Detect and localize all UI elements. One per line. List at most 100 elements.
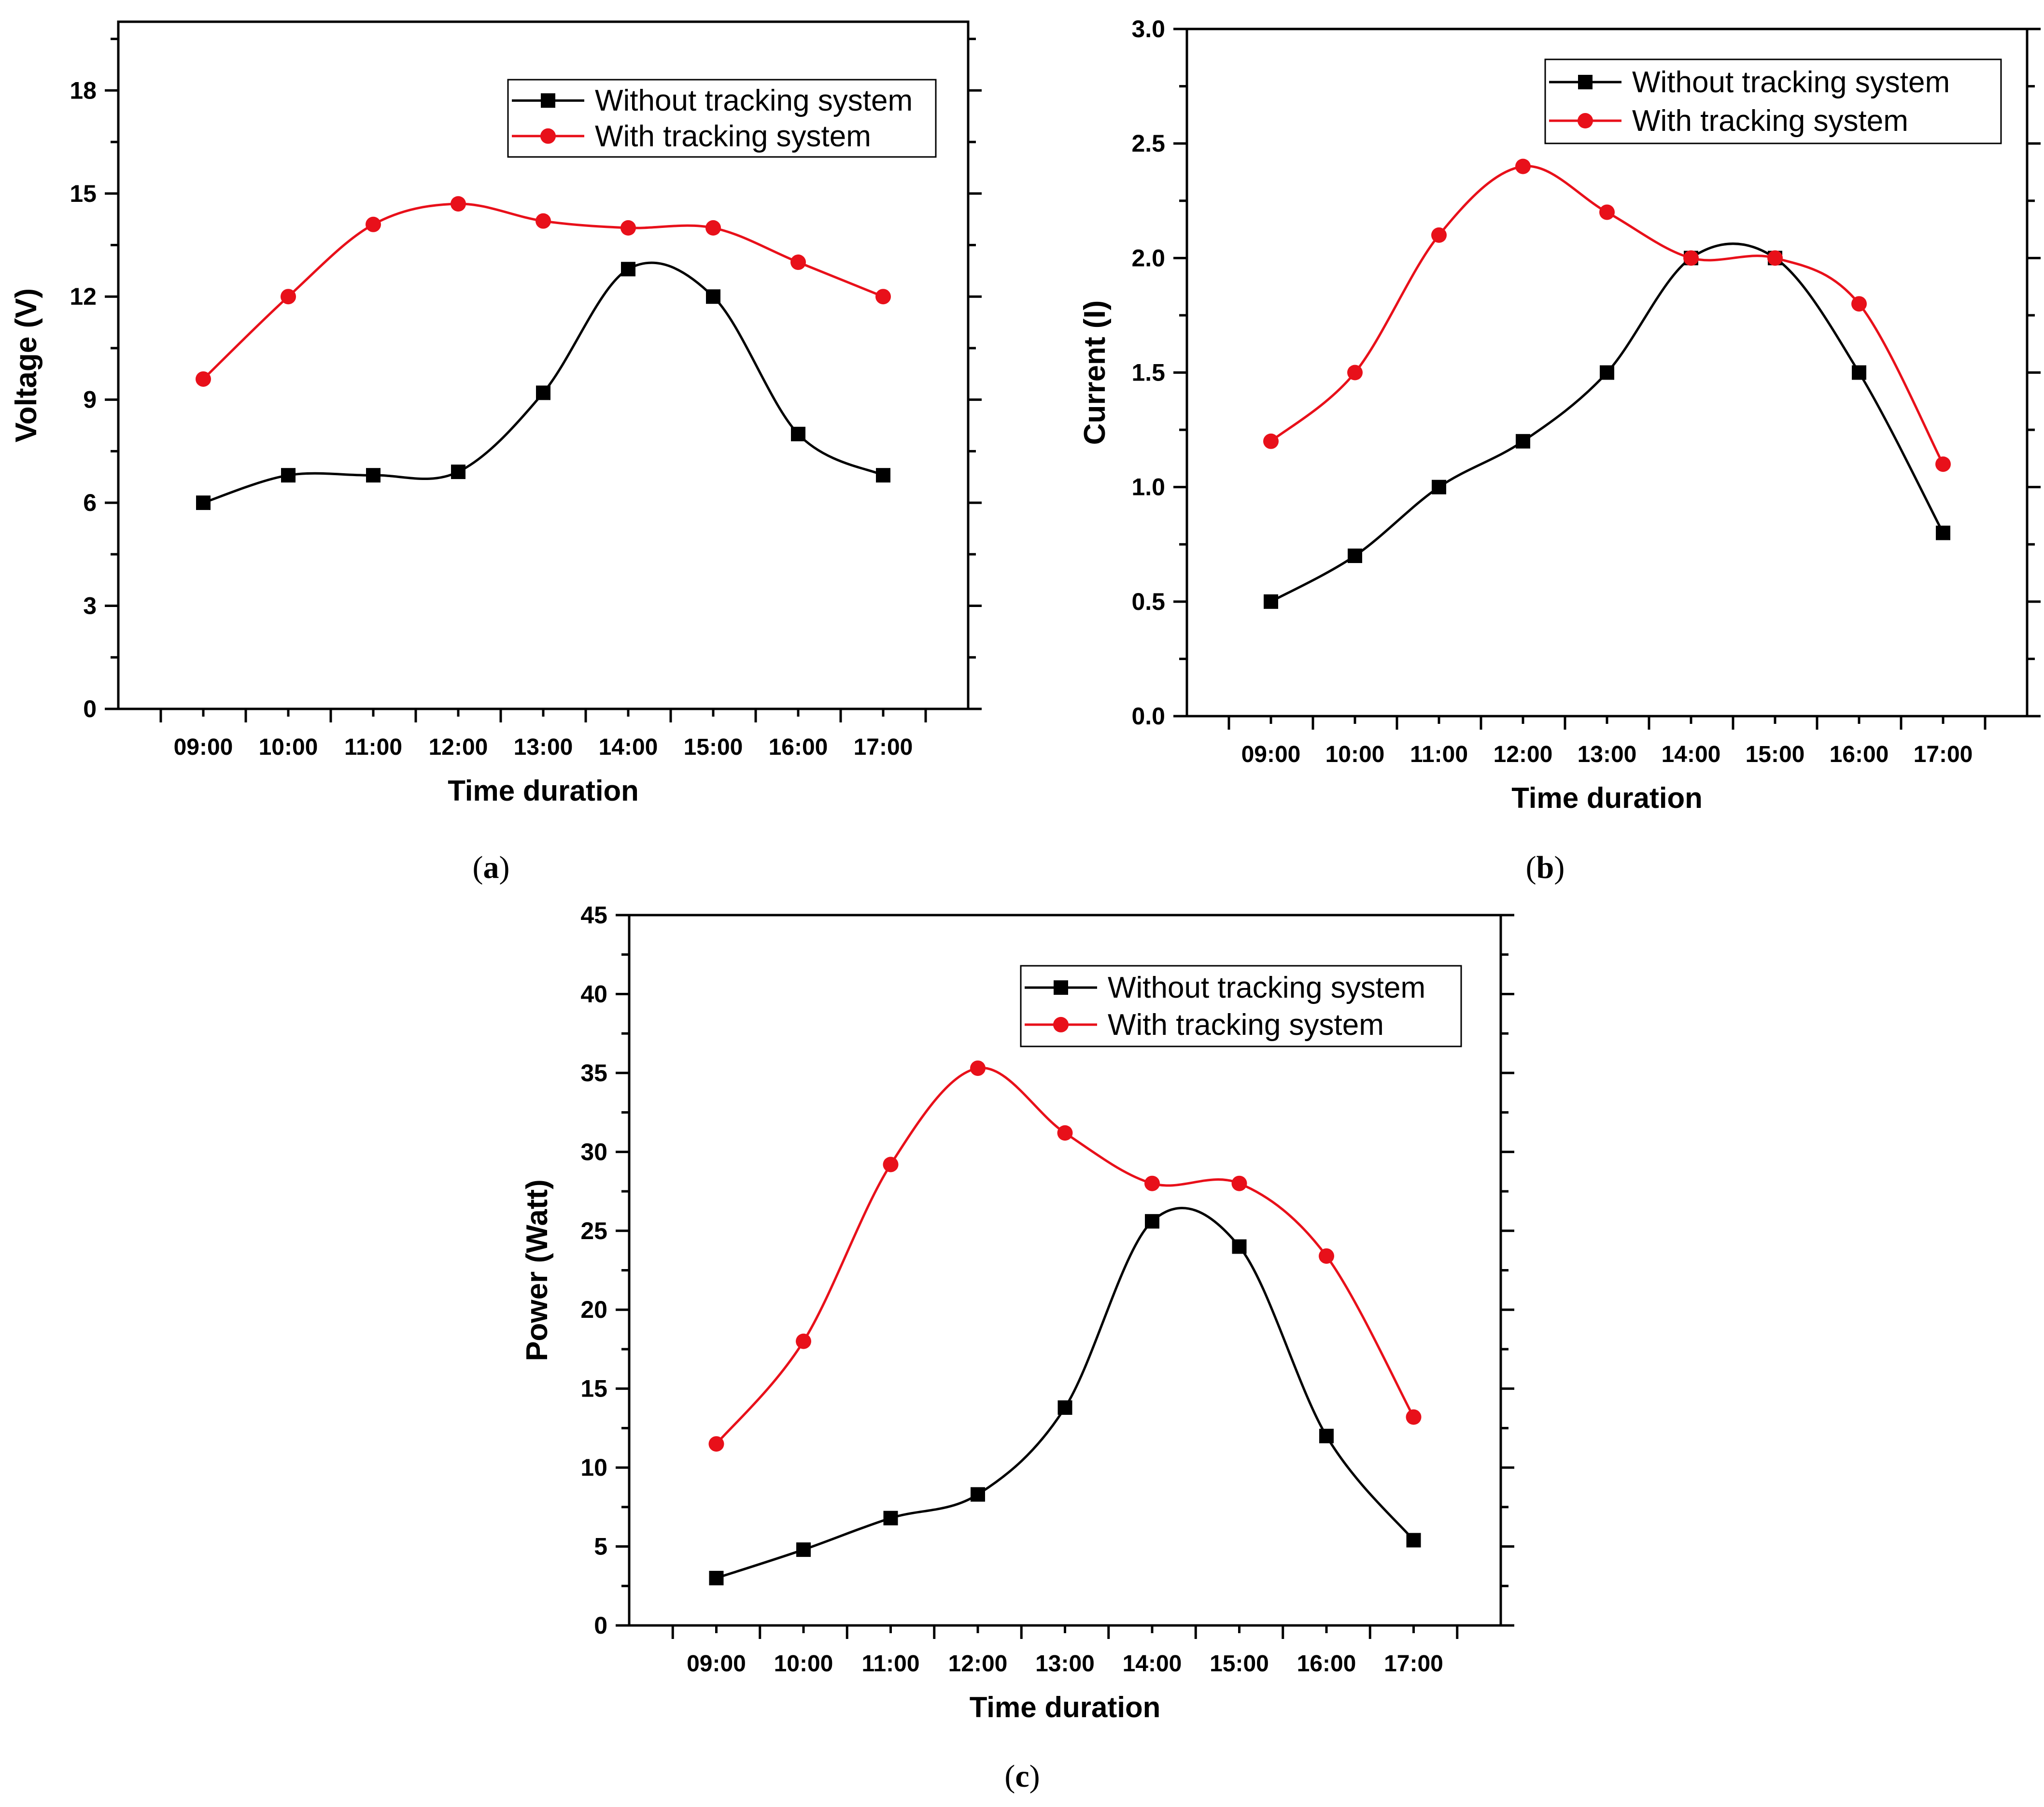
data-point-square [709, 1570, 724, 1585]
data-point-circle [883, 1157, 899, 1172]
data-point-circle [1319, 1248, 1334, 1264]
data-point-square [1145, 1214, 1159, 1229]
data-point-circle [970, 1060, 986, 1076]
legend-label: With tracking system [1108, 1008, 1384, 1042]
y-tick-label: 0 [83, 695, 97, 722]
x-tick-label: 17:00 [1384, 1651, 1443, 1677]
x-tick-label: 12:00 [948, 1651, 1008, 1677]
data-point-circle [1057, 1125, 1073, 1141]
data-point-circle [1851, 296, 1867, 312]
data-point-square [791, 426, 805, 441]
data-point-circle [708, 1436, 724, 1452]
x-tick-label: 10:00 [259, 734, 318, 760]
data-point-circle [796, 1333, 811, 1349]
data-point-square [1057, 1400, 1072, 1415]
x-axis-title: Time duration [448, 775, 639, 807]
legend-marker-square [541, 93, 555, 108]
data-point-square [1319, 1428, 1334, 1443]
x-tick-label: 11:00 [344, 734, 402, 760]
series-line [203, 261, 884, 504]
data-point-square [366, 468, 381, 483]
x-tick-label: 14:00 [599, 734, 658, 760]
data-point-circle [451, 196, 466, 212]
y-tick-label: 15 [580, 1375, 607, 1402]
legend-box [1020, 965, 1462, 1047]
data-point-circle [620, 220, 636, 236]
y-tick-label: 1.5 [1131, 359, 1165, 386]
x-tick-label: 13:00 [1578, 742, 1637, 767]
data-point-square [1936, 525, 1950, 540]
x-tick-label: 11:00 [1410, 742, 1468, 767]
data-point-square [876, 468, 890, 483]
data-point-circle [1406, 1409, 1422, 1425]
y-axis-title: Voltage (V) [10, 288, 43, 442]
data-point-circle [1935, 456, 1951, 472]
data-point-square [1432, 480, 1446, 494]
data-point-square [1264, 594, 1278, 609]
data-point-square [1232, 1239, 1247, 1254]
legend-marker-circle [1053, 1016, 1069, 1032]
x-tick-label: 14:00 [1662, 742, 1721, 767]
legend-box [507, 79, 937, 158]
legend-marker-square [1054, 980, 1068, 995]
data-point-circle [1144, 1175, 1160, 1191]
x-tick-label: 12:00 [1494, 742, 1553, 767]
y-tick-label: 12 [70, 283, 97, 310]
legend: Without tracking system With tracking sys… [1544, 58, 2002, 144]
data-point-circle [875, 289, 891, 305]
data-point-circle [1263, 433, 1279, 449]
data-point-circle [1431, 227, 1447, 243]
y-axis-title: Current (I) [1078, 300, 1112, 445]
y-tick-label: 6 [83, 489, 97, 516]
x-axis-title: Time duration [970, 1691, 1161, 1723]
y-tick-label: 0.0 [1131, 703, 1165, 730]
data-point-square [706, 289, 720, 304]
x-tick-label: 15:00 [1746, 742, 1805, 767]
panel-caption: (a) [473, 850, 510, 885]
y-tick-label: 2.5 [1131, 130, 1165, 157]
data-point-square [1516, 434, 1530, 449]
y-tick-label: 3 [83, 593, 97, 620]
data-point-square [796, 1542, 811, 1557]
legend-marker-square [1578, 74, 1593, 89]
y-tick-label: 25 [580, 1217, 607, 1244]
y-tick-label: 5 [594, 1533, 607, 1560]
legend-marker-circle [540, 128, 556, 144]
data-point-square [621, 262, 635, 277]
series-line [715, 1066, 1415, 1445]
x-tick-label: 10:00 [774, 1651, 833, 1677]
chart-panel-c: 0 5 10 15 20 25 30 35 40 45 09:00 10:00 11:00 12:00 13… [521, 902, 1514, 1794]
legend-label: With tracking system [1632, 104, 1908, 138]
y-tick-label: 20 [580, 1296, 607, 1323]
data-point-square [1600, 365, 1614, 380]
legend-box [1544, 58, 2002, 144]
data-point-square [1852, 365, 1866, 380]
data-point-square [883, 1511, 898, 1525]
data-point-circle [196, 371, 211, 387]
series-with-tracking [708, 1060, 1422, 1452]
x-tick-label: 10:00 [1325, 742, 1385, 767]
data-point-square [281, 468, 296, 483]
series-line [1270, 242, 1945, 603]
data-point-square [196, 495, 211, 510]
legend-label: Without tracking system [1108, 971, 1425, 1004]
x-tick-label: 09:00 [687, 1651, 746, 1677]
x-tick-label: 12:00 [429, 734, 488, 760]
x-axis-title: Time duration [1511, 782, 1703, 814]
data-point-circle [790, 254, 806, 270]
x-tick-label: 17:00 [1914, 742, 1973, 767]
x-tick-label: 17:00 [854, 734, 913, 760]
series-line [716, 1207, 1415, 1580]
x-tick-label: 16:00 [1830, 742, 1889, 767]
data-point-square [451, 465, 465, 480]
legend-label: Without tracking system [595, 84, 913, 117]
x-tick-label: 16:00 [769, 734, 828, 760]
data-point-circle [1767, 250, 1783, 266]
series-without-tracking [196, 261, 890, 510]
y-tick-label: 18 [70, 77, 97, 104]
data-point-circle [536, 213, 551, 229]
y-tick-label: 15 [70, 180, 97, 207]
y-tick-label: 0.5 [1131, 588, 1165, 615]
